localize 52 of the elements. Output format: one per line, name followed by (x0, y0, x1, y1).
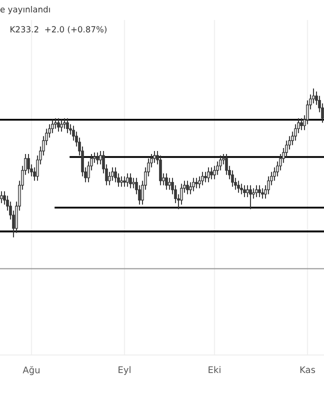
candlestick (96, 152, 99, 165)
candlestick (231, 170, 234, 188)
candlestick (195, 177, 198, 189)
candlestick (60, 119, 63, 132)
candlestick (165, 172, 168, 190)
candlestick (267, 176, 270, 195)
candlestick (168, 177, 171, 190)
candlestick (126, 172, 129, 188)
candlestick (120, 176, 123, 188)
candlestick (159, 155, 162, 186)
x-tick-label: Eki (208, 366, 220, 373)
x-tick-label: Eyl (118, 366, 130, 375)
candlestick (123, 176, 126, 188)
candlestick (132, 177, 135, 189)
candlestick (63, 118, 66, 130)
candlestick (207, 166, 210, 183)
candlestick (111, 166, 114, 182)
candlestick (66, 118, 69, 134)
candlestick (201, 171, 204, 186)
candlestick (252, 188, 255, 200)
candlestick (240, 183, 243, 195)
text: K233.2 +2.0 (+0.87%) (10, 26, 106, 34)
candlestick (225, 154, 228, 176)
candlestick (180, 183, 183, 206)
candlestick (51, 119, 54, 134)
candlestick (192, 177, 195, 192)
candlestick (186, 180, 189, 195)
candlestick (237, 180, 240, 194)
candlestick (114, 166, 117, 183)
candlestick (54, 118, 57, 130)
candlestick (153, 150, 156, 164)
candlestick (198, 176, 201, 189)
candlestick (261, 188, 264, 200)
candlestick (243, 184, 246, 198)
candlestick (129, 172, 132, 189)
candlestick (189, 182, 192, 195)
candlestick (27, 154, 30, 174)
candlestick (99, 150, 102, 165)
candlestick (204, 171, 207, 183)
x-tick-label: Ağu (22, 366, 40, 376)
candlestick (108, 171, 111, 186)
candlestick (249, 184, 252, 210)
candlestick (300, 118, 303, 131)
candlestick (255, 184, 258, 198)
candlestick (219, 155, 222, 171)
candlestick (210, 166, 213, 180)
candlestick (57, 118, 60, 132)
candlestick (258, 184, 261, 198)
candlestick (246, 184, 249, 198)
candlestick (0, 190, 3, 204)
x-tick-label: Kas (300, 366, 316, 374)
text: e yayınlandı (0, 6, 50, 14)
